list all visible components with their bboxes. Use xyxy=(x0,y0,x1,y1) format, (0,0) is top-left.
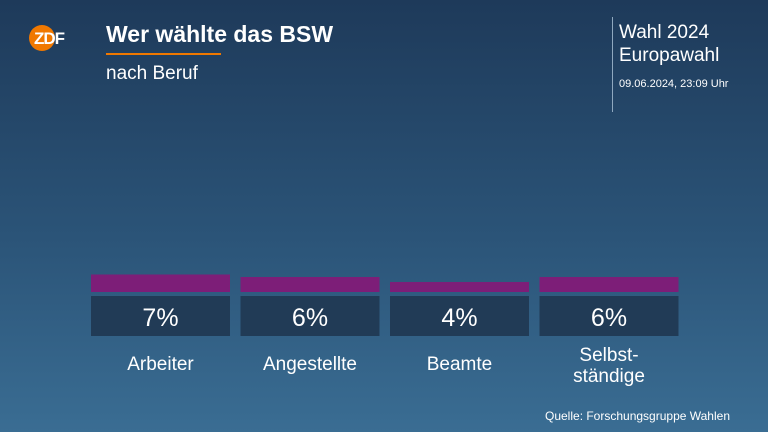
bar-1 xyxy=(240,277,380,292)
value-label-0: 7% xyxy=(142,304,178,332)
chart-title: Wer wählte das BSW xyxy=(106,21,334,47)
category-label-0: Arbeiter xyxy=(127,354,194,375)
bar-0 xyxy=(91,274,230,292)
category-label-2: Beamte xyxy=(427,354,492,375)
category-label-3-line0: Selbst- xyxy=(579,345,638,366)
bar-3 xyxy=(539,277,679,292)
source-note: Quelle: Forschungsgruppe Wahlen xyxy=(545,409,730,423)
zdf-logo: ZDF xyxy=(29,25,66,51)
value-box-3 xyxy=(539,296,679,336)
category-label-1: Angestellte xyxy=(263,354,357,375)
header-divider xyxy=(612,17,613,112)
election-title-line1: Wahl 2024 xyxy=(619,22,710,43)
svg-text:ZDF: ZDF xyxy=(34,29,65,48)
value-label-2: 4% xyxy=(441,304,477,332)
election-title-line2: Europawahl xyxy=(619,45,720,66)
value-label-3: 6% xyxy=(591,304,627,332)
chart-subtitle: nach Beruf xyxy=(106,63,198,84)
title-underline xyxy=(106,53,221,55)
value-box-0 xyxy=(91,296,230,336)
timestamp: 09.06.2024, 23:09 Uhr xyxy=(619,78,729,90)
category-label-3-line1: ständige xyxy=(573,366,645,387)
bar-2 xyxy=(390,282,529,292)
value-label-1: 6% xyxy=(292,304,328,332)
value-box-2 xyxy=(390,296,529,336)
election-title: Wahl 2024 Europawahl xyxy=(619,21,719,67)
value-box-1 xyxy=(240,296,380,336)
